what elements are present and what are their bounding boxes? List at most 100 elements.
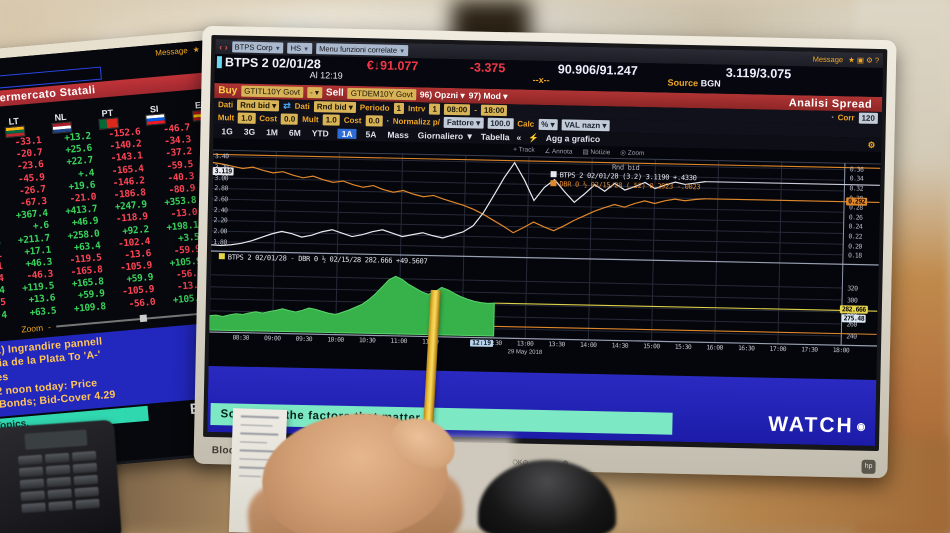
phone-keypad bbox=[17, 450, 106, 514]
buy-security-input[interactable]: GTITL10Y Govt bbox=[241, 85, 304, 98]
right-axis-tick: 0.32 bbox=[849, 184, 864, 193]
lower-axis-tick: 240 bbox=[846, 332, 857, 341]
grid-line bbox=[213, 149, 881, 165]
tabella-button[interactable]: Tabella bbox=[480, 131, 510, 143]
periodo-input[interactable]: 1 bbox=[393, 102, 405, 115]
intrv-input[interactable]: 1 bbox=[429, 103, 440, 115]
grid-line bbox=[211, 219, 844, 235]
tab-ytd[interactable]: YTD bbox=[311, 128, 329, 139]
grid-line bbox=[212, 198, 844, 213]
time-dash: - bbox=[474, 105, 478, 115]
btps-yield-line bbox=[211, 161, 706, 247]
right-axis-tick: 0.26 bbox=[848, 213, 863, 222]
phone-key bbox=[74, 486, 99, 498]
tab-3g[interactable]: 3G bbox=[243, 126, 256, 137]
right-monitor: ‹ › BTPS Corp ▼ HS ▼ Menu funzioni corre… bbox=[193, 25, 897, 479]
buy-label: Buy bbox=[218, 85, 238, 97]
dati-dropdown[interactable]: Rnd bid ▾ bbox=[237, 99, 280, 112]
sell-security-input[interactable]: GTDEM10Y Govt bbox=[347, 87, 416, 101]
btps-yield-box: 3.119 bbox=[212, 167, 234, 176]
grid-line bbox=[212, 177, 845, 192]
dati-label: Dati bbox=[217, 100, 234, 110]
cost-input[interactable]: 0.0 bbox=[280, 113, 299, 125]
tab-1a[interactable]: 1A bbox=[337, 128, 357, 140]
grid-line bbox=[714, 160, 720, 343]
phone-key bbox=[72, 462, 98, 474]
phone-key bbox=[71, 450, 97, 462]
zoom-minus-button[interactable]: - bbox=[47, 321, 52, 332]
grid-line bbox=[211, 209, 844, 224]
grid-line bbox=[211, 241, 844, 256]
dati2-dropdown[interactable]: Rnd bid ▾ bbox=[313, 101, 356, 114]
collapse-chevron[interactable]: « bbox=[516, 132, 522, 143]
phone-key bbox=[17, 454, 43, 466]
left-axis-tick: 2.60 bbox=[213, 195, 228, 204]
phone-key bbox=[21, 502, 46, 514]
right-axis-tick: 0.36 bbox=[849, 165, 864, 174]
dati2-label: Dati bbox=[294, 101, 310, 112]
grid-line bbox=[212, 155, 845, 171]
agg-grafico-button[interactable]: Agg a grafico bbox=[545, 132, 601, 145]
time-to-input[interactable]: 18:00 bbox=[480, 104, 508, 117]
calc-dropdown[interactable]: % ▾ bbox=[538, 118, 558, 131]
norm-bullet: ▪ bbox=[386, 118, 389, 125]
price-source: Source BGN bbox=[667, 77, 721, 89]
tab-1g[interactable]: 1G bbox=[221, 126, 233, 137]
fattore-dropdown[interactable]: Fattore ▾ bbox=[443, 116, 484, 129]
lower-axis-tick: 300 bbox=[846, 296, 858, 305]
cost2-input[interactable]: 0.0 bbox=[365, 115, 383, 127]
zoom-label: Zoom bbox=[20, 322, 44, 335]
tab-1m[interactable]: 1M bbox=[266, 127, 279, 138]
val-dropdown[interactable]: VAL nazn ▾ bbox=[561, 119, 610, 132]
phone-key bbox=[47, 488, 73, 500]
nav-arrows[interactable]: ‹ › bbox=[219, 41, 228, 52]
left-axis-tick: 2.20 bbox=[213, 216, 228, 225]
time-tick: 15:30 bbox=[674, 343, 692, 352]
time-tick: 18:00 bbox=[832, 347, 850, 355]
time-tick: 09:30 bbox=[295, 335, 313, 344]
periodo-label: Periodo bbox=[359, 103, 390, 113]
time-from-input[interactable]: 08:00 bbox=[443, 103, 471, 116]
tab-mass[interactable]: Mass bbox=[387, 129, 409, 141]
corr-input[interactable]: 120 bbox=[858, 112, 878, 124]
mult2-input[interactable]: 1.0 bbox=[322, 114, 340, 126]
last-price: €↓91.077 bbox=[366, 58, 419, 74]
hs-dropdown[interactable]: HS ▼ bbox=[287, 42, 313, 55]
mult-input[interactable]: 1.0 bbox=[238, 112, 256, 124]
time-tick: 14:30 bbox=[611, 342, 629, 350]
message-link[interactable]: Message bbox=[812, 54, 844, 65]
cross-indicator: --x-- bbox=[532, 74, 550, 86]
gear-icon[interactable]: ⚙ bbox=[867, 139, 876, 150]
cost2-label: Cost bbox=[343, 115, 362, 126]
grid-line bbox=[524, 156, 530, 339]
mod-menu[interactable]: 97) Mod ▾ bbox=[468, 90, 508, 102]
security-marker bbox=[216, 56, 223, 69]
message-link[interactable]: Message bbox=[154, 45, 189, 58]
right-axis-tick: 0.18 bbox=[847, 251, 862, 260]
buy-side-dropdown[interactable]: - ▾ bbox=[306, 86, 323, 99]
tab-5a[interactable]: 5A bbox=[365, 129, 377, 140]
price-change: -3.375 bbox=[469, 60, 506, 76]
menu-dropdown[interactable]: Menu funzioni correlate ▼ bbox=[316, 43, 409, 57]
desk-phone bbox=[0, 419, 123, 533]
swap-icon[interactable]: ⇄ bbox=[283, 100, 291, 111]
as-of-time: Al 12:19 bbox=[309, 70, 343, 81]
phone-key bbox=[44, 452, 70, 464]
phone-key bbox=[20, 490, 46, 502]
security-dropdown[interactable]: BTPS Corp ▼ bbox=[231, 41, 284, 54]
opzioni-menu[interactable]: 96) Opzni ▾ bbox=[419, 89, 465, 101]
phone-key bbox=[46, 476, 72, 488]
tab-6m[interactable]: 6M bbox=[288, 127, 301, 138]
grid-line bbox=[271, 151, 277, 334]
right-axis-tick: 0.20 bbox=[848, 241, 862, 251]
intrv-label: Intrv bbox=[407, 104, 426, 114]
fattore-input[interactable]: 100.0 bbox=[487, 117, 514, 130]
range-tabs: 1G 3G 1M 6M YTD 1A 5A Mass bbox=[219, 126, 410, 140]
grid-line bbox=[777, 161, 783, 344]
yield-bid-ask: 3.119/3.075 bbox=[725, 65, 792, 82]
titlebar-icons[interactable]: ★ ▣ ⚙ ? bbox=[848, 55, 880, 65]
frequency-dropdown[interactable]: Giornaliero ▼ bbox=[417, 130, 474, 142]
hp-logo: hp bbox=[861, 459, 876, 474]
time-tick: 14:00 bbox=[579, 341, 597, 350]
